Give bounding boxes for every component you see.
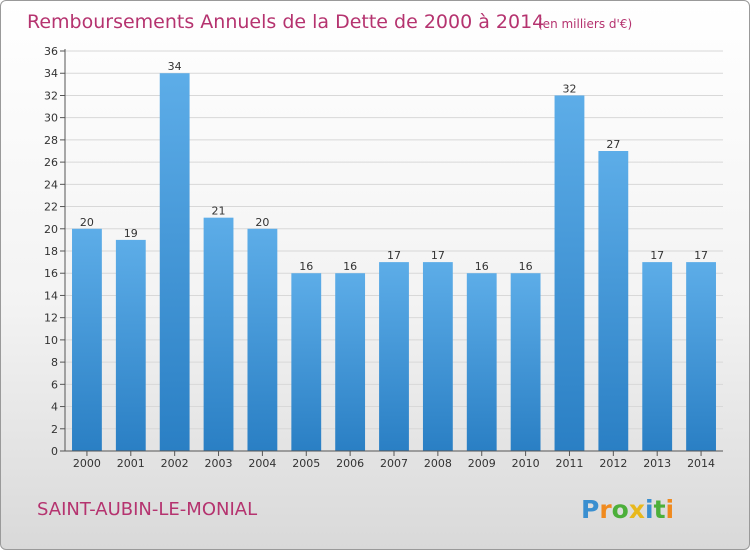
logo-letter: x	[629, 495, 645, 524]
x-tick-label: 2002	[161, 457, 189, 470]
y-tick-label: 32	[44, 89, 58, 102]
bar	[159, 73, 190, 451]
chart-title: Remboursements Annuels de la Dette de 20…	[27, 11, 544, 33]
bar	[247, 228, 278, 451]
data-label: 34	[168, 60, 182, 73]
y-tick-label: 18	[44, 245, 58, 258]
bar	[466, 273, 497, 451]
bar	[510, 273, 541, 451]
x-tick-label: 2008	[424, 457, 452, 470]
y-tick-label: 14	[44, 289, 58, 302]
y-tick-label: 22	[44, 201, 58, 214]
y-tick-label: 28	[44, 134, 58, 147]
chart-subtitle: (en milliers d'€)	[538, 17, 632, 31]
data-label: 16	[519, 260, 533, 273]
bar	[554, 95, 585, 451]
y-tick-label: 0	[51, 445, 58, 458]
proxiti-logo: Proxiti	[581, 495, 674, 524]
x-tick-label: 2010	[512, 457, 540, 470]
logo-letter: r	[599, 495, 612, 524]
bar	[72, 228, 102, 451]
axes	[64, 49, 723, 452]
bar	[203, 217, 234, 451]
x-tick-label: 2012	[599, 457, 627, 470]
x-axis: 2000 2001 2002 2003 2004 2005 2006 2007 2008 2009…	[73, 451, 715, 470]
bars: 20 19 34 21 20 16 16 17 17 16 16 32 27 17 17	[72, 60, 716, 451]
data-label: 20	[80, 216, 94, 229]
y-tick-label: 6	[51, 378, 58, 391]
data-label: 17	[431, 249, 445, 262]
bar	[335, 273, 366, 451]
bar	[291, 273, 322, 451]
x-tick-label: 2005	[292, 457, 320, 470]
y-tick-label: 16	[44, 267, 58, 280]
logo-letter: t	[654, 495, 666, 524]
data-label: 17	[694, 249, 708, 262]
data-label: 21	[212, 205, 226, 218]
bar	[115, 239, 146, 451]
logo-letter: i	[666, 495, 675, 524]
y-tick-label: 26	[44, 156, 58, 169]
data-label: 16	[343, 260, 357, 273]
y-tick-label: 8	[51, 356, 58, 369]
data-label: 17	[387, 249, 401, 262]
data-label: 27	[606, 138, 620, 151]
x-tick-label: 2007	[380, 457, 408, 470]
data-label: 20	[255, 216, 269, 229]
data-label: 32	[562, 82, 576, 95]
data-label: 17	[650, 249, 664, 262]
x-tick-label: 2013	[643, 457, 671, 470]
y-tick-label: 10	[44, 334, 58, 347]
x-tick-label: 2001	[117, 457, 145, 470]
data-label: 16	[299, 260, 313, 273]
y-tick-label: 20	[44, 223, 58, 236]
bar	[598, 151, 629, 451]
y-tick-label: 30	[44, 112, 58, 125]
bar	[642, 262, 673, 451]
data-label: 19	[124, 227, 138, 240]
y-tick-label: 4	[51, 401, 58, 414]
y-tick-label: 36	[44, 45, 58, 58]
bar	[422, 262, 453, 451]
y-tick-label: 34	[44, 67, 58, 80]
data-label: 16	[475, 260, 489, 273]
x-tick-label: 2004	[248, 457, 276, 470]
y-tick-label: 2	[51, 423, 58, 436]
x-tick-label: 2014	[687, 457, 715, 470]
x-tick-label: 2003	[205, 457, 233, 470]
logo-letter: i	[645, 495, 654, 524]
x-tick-label: 2006	[336, 457, 364, 470]
y-tick-label: 24	[44, 178, 58, 191]
x-tick-label: 2011	[555, 457, 583, 470]
x-tick-label: 2000	[73, 457, 101, 470]
logo-letter: P	[581, 495, 599, 524]
y-tick-label: 12	[44, 312, 58, 325]
bar	[379, 262, 409, 451]
bar	[686, 262, 716, 451]
logo-letter: o	[612, 495, 629, 524]
x-tick-label: 2009	[468, 457, 496, 470]
commune-name: SAINT-AUBIN-LE-MONIAL	[37, 499, 257, 520]
